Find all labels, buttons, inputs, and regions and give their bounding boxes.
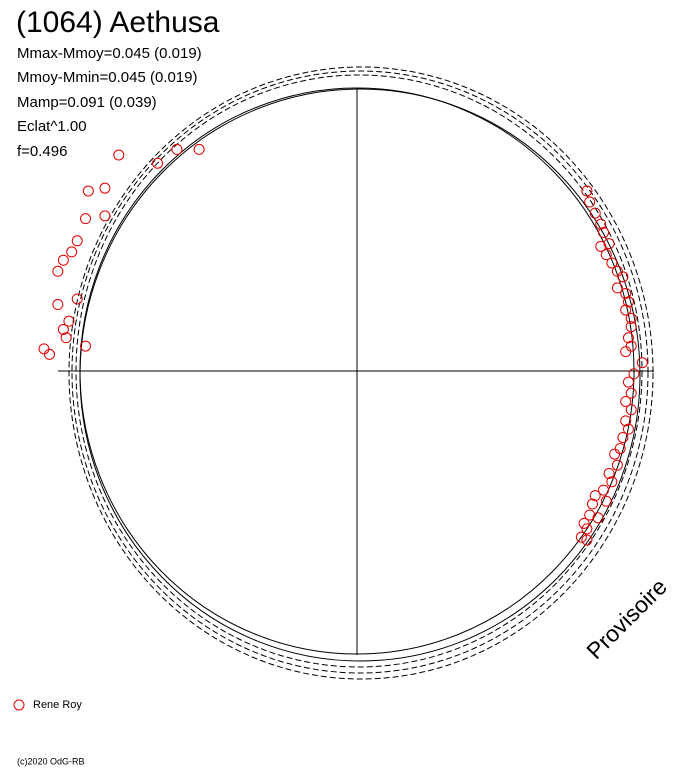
data-point: [99, 210, 111, 222]
data-point: [99, 182, 111, 194]
chart-title: (1064) Aethusa: [16, 6, 220, 39]
data-point: [614, 443, 626, 455]
data-point: [44, 348, 56, 360]
data-point: [617, 271, 629, 283]
data-point: [606, 257, 618, 269]
data-point: [52, 299, 64, 311]
data-point: [611, 459, 623, 471]
data-point: [80, 213, 92, 225]
data-point: [38, 343, 50, 355]
data-point: [611, 265, 623, 277]
stat: Mmoy-Mmin=0.045 (0.019): [17, 69, 197, 86]
data-point: [609, 448, 621, 460]
data-point: [620, 395, 632, 407]
stat: f=0.496: [17, 143, 67, 160]
data-point: [57, 323, 69, 335]
data-point: [584, 509, 596, 521]
data-point: [620, 287, 632, 299]
data-point: [625, 340, 637, 352]
model-curve: [71, 70, 649, 674]
data-point: [581, 534, 593, 546]
data-point: [581, 523, 593, 535]
model-curve: [79, 88, 641, 662]
data-point: [622, 376, 634, 388]
data-point: [60, 332, 72, 344]
data-point: [595, 240, 607, 252]
data-point: [625, 387, 637, 399]
data-point: [620, 415, 632, 427]
stat: Eclat^1.00: [17, 118, 87, 135]
data-point: [625, 312, 637, 324]
data-point: [193, 143, 205, 155]
data-point: [600, 249, 612, 261]
data-point: [592, 512, 604, 524]
legend-label: Rene Roy: [33, 699, 82, 711]
data-point: [636, 357, 648, 369]
data-point: [620, 304, 632, 316]
model-curve: [75, 74, 643, 668]
data-point: [603, 467, 615, 479]
data-point: [611, 282, 623, 294]
stat: Mmax-Mmoy=0.045 (0.019): [17, 45, 202, 62]
data-point: [581, 185, 593, 197]
data-point: [584, 196, 596, 208]
data-point: [113, 149, 125, 161]
data-point: [589, 490, 601, 502]
data-point: [575, 531, 587, 543]
data-point: [622, 332, 634, 344]
watermark: Provisoire: [581, 573, 672, 664]
data-point: [622, 423, 634, 435]
data-point: [598, 484, 610, 496]
data-point: [52, 265, 64, 277]
model-curve: [68, 66, 654, 680]
data-point: [586, 498, 598, 510]
data-point: [606, 476, 618, 488]
data-point: [152, 157, 164, 169]
data-point: [598, 227, 610, 238]
data-point: [625, 404, 637, 416]
data-point: [620, 346, 632, 358]
data-point: [625, 321, 637, 333]
data-point: [71, 293, 83, 305]
data-point: [71, 235, 83, 247]
model-curves: [58, 66, 654, 680]
data-point: [603, 238, 615, 250]
data-point: [171, 143, 183, 155]
stat: Mamp=0.091 (0.039): [17, 94, 157, 111]
data-point: [63, 315, 75, 327]
data-point: [595, 218, 607, 230]
footer: (c)2020 OdG-RB: [17, 756, 85, 766]
data-point: [578, 517, 590, 529]
data-point: [617, 431, 629, 443]
data-point: [57, 254, 69, 266]
data-point: [600, 495, 612, 507]
data-point: [66, 246, 78, 258]
data-point: [589, 207, 601, 219]
data-point: [628, 368, 640, 380]
data-point: [82, 185, 94, 197]
data-point: [80, 340, 92, 352]
data-point: [622, 296, 634, 308]
legend-marker: [13, 699, 25, 711]
